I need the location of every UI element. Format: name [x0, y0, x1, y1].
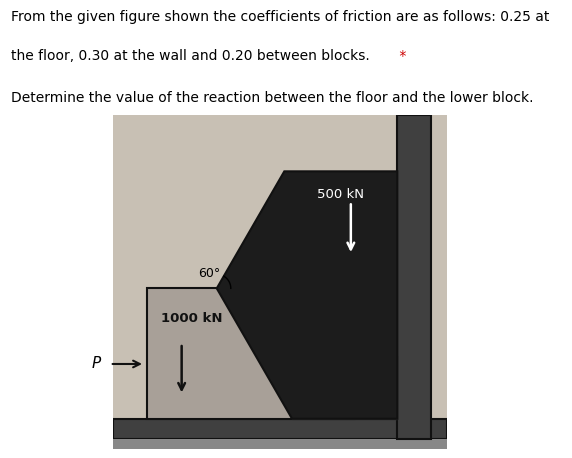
- Text: From the given figure shown the coefficients of friction are as follows: 0.25 at: From the given figure shown the coeffici…: [11, 10, 550, 24]
- Text: the floor, 0.30 at the wall and 0.20 between blocks.: the floor, 0.30 at the wall and 0.20 bet…: [11, 49, 370, 63]
- Bar: [292, 356, 398, 419]
- Text: 500 kN: 500 kN: [317, 188, 364, 201]
- Text: 60°: 60°: [198, 267, 221, 280]
- Text: *: *: [395, 49, 407, 63]
- Text: Determine the value of the reaction between the floor and the lower block.: Determine the value of the reaction betw…: [11, 91, 534, 105]
- Bar: [146, 289, 354, 419]
- Text: 1000 kN: 1000 kN: [161, 312, 223, 325]
- Bar: [113, 419, 447, 439]
- Text: P: P: [92, 356, 101, 371]
- Bar: [113, 439, 447, 449]
- Bar: [398, 114, 431, 439]
- Polygon shape: [217, 171, 398, 419]
